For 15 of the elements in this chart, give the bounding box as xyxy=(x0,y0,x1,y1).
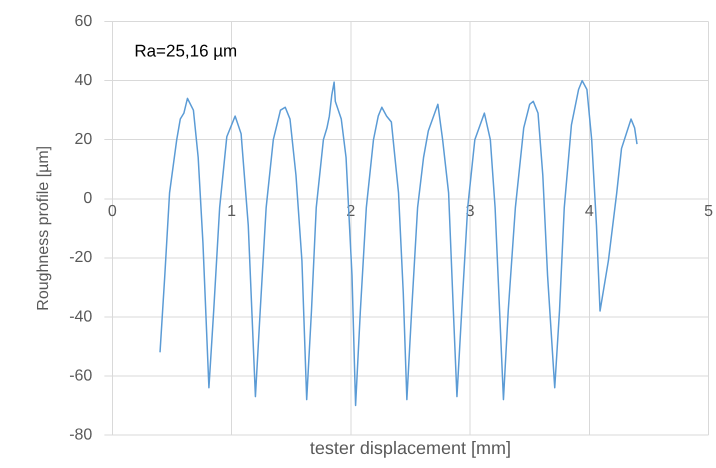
y-tick-label: 40 xyxy=(74,72,92,90)
x-tick-label: 4 xyxy=(584,202,594,220)
y-tick-label: -20 xyxy=(69,249,92,266)
y-tick-label: -60 xyxy=(69,367,92,384)
y-tick-label: -80 xyxy=(69,426,92,444)
y-axis-title: Roughness profile [µm] xyxy=(35,146,52,311)
annotation: Ra=25,16 µm xyxy=(134,41,238,60)
y-tick-label: -40 xyxy=(69,308,92,326)
y-tick-label: 60 xyxy=(74,13,92,30)
x-tick-label: 5 xyxy=(704,202,714,220)
y-tick-label: 20 xyxy=(74,131,92,148)
x-axis-title: tester displacement [mm] xyxy=(310,438,511,458)
x-tick-label: 0 xyxy=(108,202,117,220)
y-tick-label: 0 xyxy=(83,190,92,208)
x-tick-label: 1 xyxy=(227,202,236,220)
